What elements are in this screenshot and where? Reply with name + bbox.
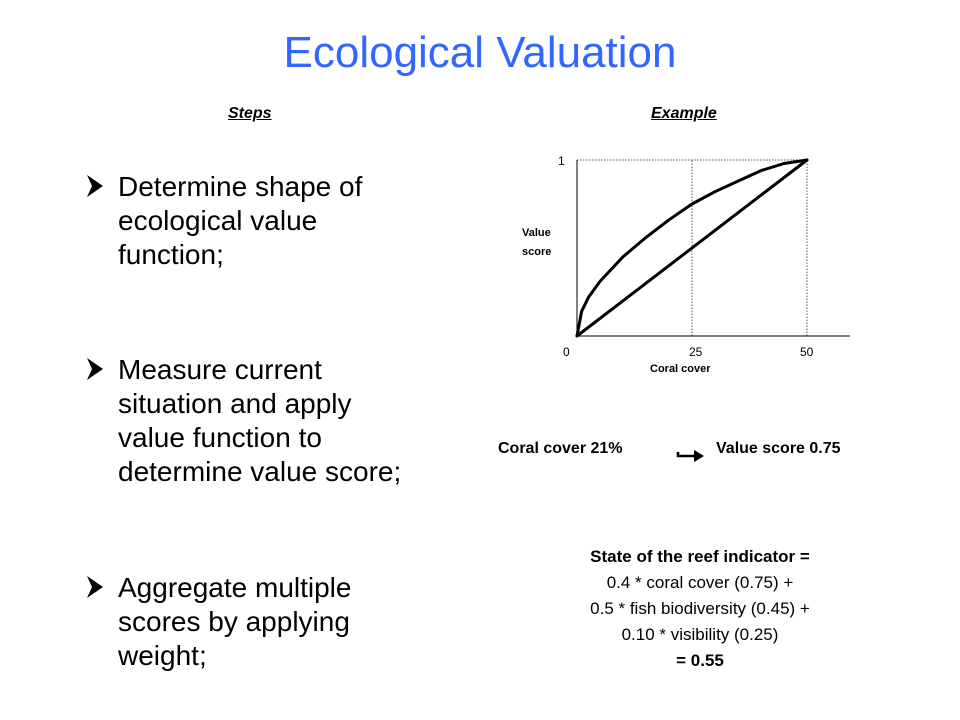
step-bullet-2: Measure current situation and apply valu… xyxy=(85,353,415,489)
x-tick-label-25: 25 xyxy=(689,345,703,359)
step-bullet-1: Determine shape of ecological value func… xyxy=(85,170,415,272)
y-axis-title: Value score xyxy=(522,227,554,258)
value-score-reading: Value score 0.75 xyxy=(716,440,841,457)
right-arrow-icon xyxy=(676,450,704,462)
formula-title: State of the reef indicator = xyxy=(590,547,810,566)
value-function-chart: 0 25 50 1 Coral cover Value score xyxy=(522,154,850,375)
formula-result: = 0.55 xyxy=(676,651,724,670)
steps-heading: Steps xyxy=(228,105,272,122)
example-heading: Example xyxy=(651,105,717,122)
chart-series-group xyxy=(575,158,809,338)
linear-value-line xyxy=(575,158,809,338)
formula-term-fish: 0.5 * fish biodiversity (0.45) + xyxy=(590,599,810,618)
conversion-example: Coral cover 21% Value score 0.75 xyxy=(470,440,910,464)
y-tick-label-1: 1 xyxy=(558,154,565,168)
concave-value-curve xyxy=(575,158,809,338)
step-text-3: Aggregate multiple scores by applying we… xyxy=(118,572,352,671)
step-text-2: Measure current situation and apply valu… xyxy=(118,354,402,487)
arrowhead-bullet-icon xyxy=(87,576,103,598)
formula-term-visibility: 0.10 * visibility (0.25) xyxy=(621,625,779,644)
slide-title: Ecological Valuation xyxy=(283,28,677,77)
formula-term-coral: 0.4 * coral cover (0.75) + xyxy=(606,573,794,592)
y-axis-title-line-2: score xyxy=(522,246,551,258)
arrowhead-bullet-icon xyxy=(87,175,103,197)
step-text-1: Determine shape of ecological value func… xyxy=(118,171,363,270)
y-axis-title-line-1: Value xyxy=(522,227,551,239)
x-axis-title: Coral cover xyxy=(650,363,711,375)
reef-indicator-formula: State of the reef indicator = 0.4 * cora… xyxy=(490,544,910,674)
x-tick-label-0: 0 xyxy=(563,345,570,359)
coral-cover-reading: Coral cover 21% xyxy=(498,440,623,457)
arrowhead-bullet-icon xyxy=(87,358,103,380)
step-bullet-3: Aggregate multiple scores by applying we… xyxy=(85,571,415,673)
x-tick-label-50: 50 xyxy=(800,345,814,359)
